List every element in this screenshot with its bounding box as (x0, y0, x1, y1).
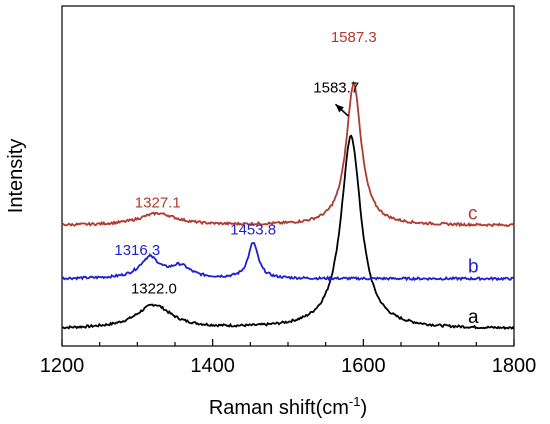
series-line-c (61, 80, 515, 228)
peak-label-b-0: 1316.3 (114, 242, 160, 259)
x-tick-label: 1800 (492, 355, 537, 377)
peak-label-a-1: 1583.7 (313, 79, 359, 96)
series-line-a (61, 134, 515, 331)
x-tick-label: 1200 (40, 355, 85, 377)
series-label-c: c (468, 203, 478, 224)
peak-label-a-0: 1322.0 (131, 281, 177, 298)
series-label-a: a (468, 307, 479, 328)
peak-label-b-1: 1453.8 (230, 221, 276, 238)
annotation-layer: 1322.0 1583.7 1316.3 1453.8 1327.1 1587.3 (114, 29, 376, 297)
series-label-b: b (468, 257, 479, 278)
peak-arrow-head (335, 104, 344, 113)
x-axis-label-sup: -1 (349, 394, 361, 409)
series-line-b (61, 242, 515, 282)
series-layer: a b c (61, 80, 515, 331)
plot-frame (61, 5, 515, 347)
x-axis-label-close: ) (360, 397, 367, 419)
peak-label-c-1: 1587.3 (331, 29, 377, 46)
x-axis-ticks: 1200 1400 1600 1800 (40, 339, 537, 377)
y-axis-label: Intensity (5, 139, 27, 213)
x-tick-label: 1600 (341, 355, 386, 377)
x-axis-label: Raman shift(cm-1) (209, 394, 367, 419)
x-axis-label-main: Raman shift(cm (209, 397, 349, 419)
peak-label-c-0: 1327.1 (135, 195, 181, 212)
x-tick-label: 1400 (190, 355, 235, 377)
